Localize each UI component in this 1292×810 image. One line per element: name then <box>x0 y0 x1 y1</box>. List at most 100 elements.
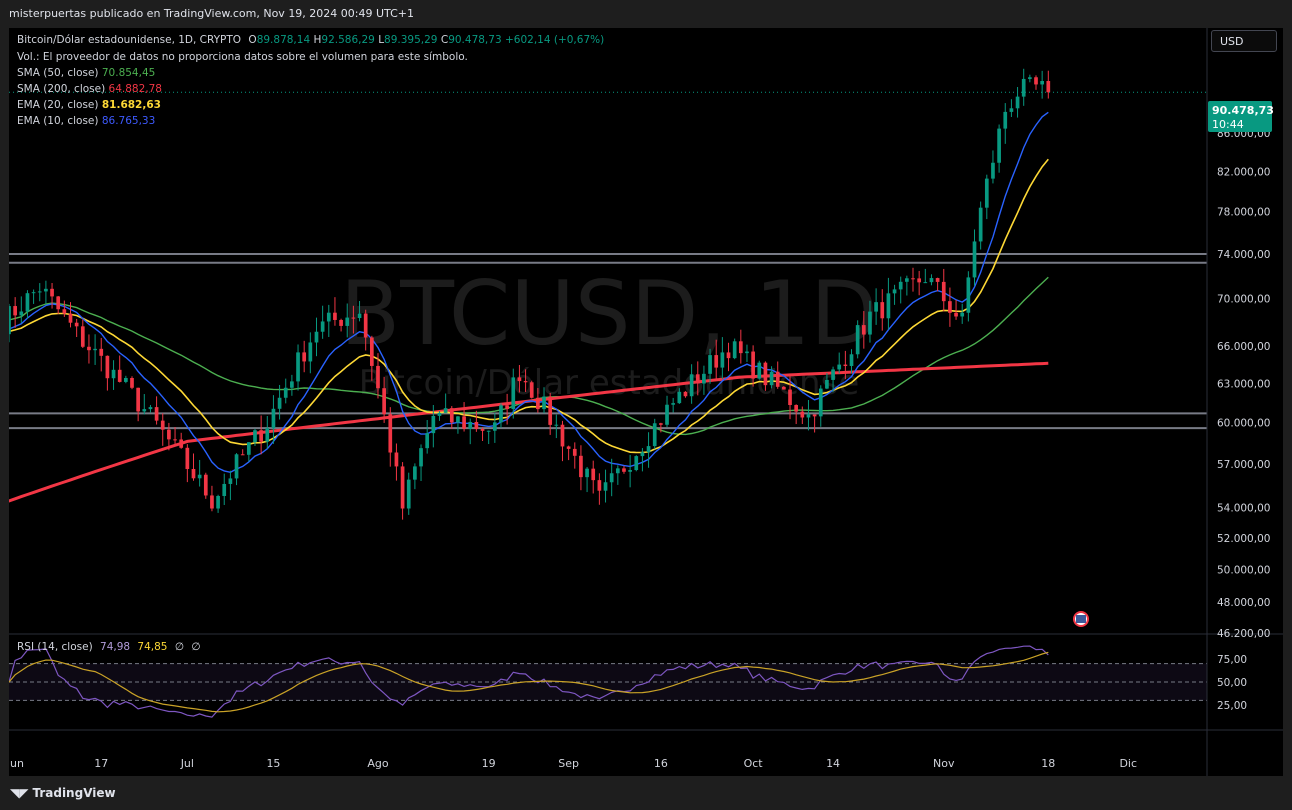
candle-body <box>179 439 184 448</box>
legend-sma50[interactable]: SMA (50, close) 70.854,45 <box>17 67 155 79</box>
candle-body <box>861 325 866 335</box>
currency-button[interactable]: USD <box>1211 30 1277 52</box>
candle-body <box>130 377 134 388</box>
change-value: +602,14 (+0,67%) <box>504 34 605 46</box>
candle-body <box>646 446 651 453</box>
chart-svg[interactable]: BTCUSD, 1D Bitcoin/Dólar estadounidense … <box>9 28 1283 776</box>
candle-body <box>1034 77 1038 85</box>
ema20-label: EMA (20, close) <box>17 99 99 111</box>
y-tick-label: 57.000,00 <box>1217 459 1270 471</box>
candle-body <box>634 456 639 471</box>
candle-body <box>615 468 620 474</box>
candle-body <box>173 439 177 441</box>
legend-ema20[interactable]: EMA (20, close) 81.682,63 <box>17 99 161 111</box>
candle-body <box>210 495 214 509</box>
candle-body <box>382 388 386 415</box>
candle-body <box>622 468 626 472</box>
x-tick-label: Dic <box>1119 757 1137 770</box>
candle-body <box>124 377 128 382</box>
candle-body <box>523 381 528 383</box>
candle-body <box>745 351 749 354</box>
candle-body <box>1028 77 1032 79</box>
candle-body <box>240 454 245 456</box>
candle-body <box>456 416 460 423</box>
candle-body <box>960 312 965 317</box>
candle-body <box>554 424 559 426</box>
legend-rsi[interactable]: RSI (14, close) 74,98 74,85 ∅ ∅ <box>17 641 200 653</box>
sma200-value: 64.882,78 <box>108 83 162 95</box>
candle-body <box>579 455 583 478</box>
ema20-value: 81.682,63 <box>101 99 161 111</box>
publish-info: misterpuertas publicado en TradingView.c… <box>9 7 415 20</box>
candle-body <box>468 421 473 429</box>
candle-body <box>425 433 430 449</box>
last-price-value: 90.478,73 <box>1212 104 1274 117</box>
legend-ema10[interactable]: EMA (10, close) 86.765,33 <box>17 115 155 127</box>
candle-body <box>290 381 294 388</box>
tradingview-logo[interactable]: ◥◤ TradingView <box>10 786 116 800</box>
candle-body <box>917 278 922 283</box>
candle-body <box>480 429 485 431</box>
bar-countdown: 10:44 <box>1212 118 1244 131</box>
candle-body <box>726 352 731 359</box>
candle-body <box>339 319 343 326</box>
candle-body <box>886 293 891 319</box>
y-tick-label: 78.000,00 <box>1217 207 1270 219</box>
ema20-line <box>9 158 1049 454</box>
sma200-label: SMA (200, close) <box>17 83 106 95</box>
candle-body <box>19 311 24 316</box>
candle-body <box>31 292 36 294</box>
candle-body <box>683 391 688 397</box>
x-tick-label: un <box>10 757 24 770</box>
candle-body <box>216 496 220 509</box>
candle-body <box>394 452 399 467</box>
candle-body <box>9 306 11 335</box>
candle-body <box>542 396 546 410</box>
us-flag-icon[interactable] <box>1073 611 1089 627</box>
candle-body <box>431 415 436 434</box>
chart-frame[interactable]: BTCUSD, 1D Bitcoin/Dólar estadounidense … <box>9 28 1283 776</box>
legend-sma200[interactable]: SMA (200, close) 64.882,78 <box>17 83 162 95</box>
candle-body <box>671 403 676 405</box>
rsi-label: RSI (14, close) <box>17 641 93 653</box>
candle-body <box>659 423 663 425</box>
candle-body <box>529 382 534 398</box>
candle-body <box>400 466 405 509</box>
candle-body <box>775 371 780 387</box>
candle-body <box>788 389 792 406</box>
candle-body <box>1040 80 1044 85</box>
candle-body <box>849 354 854 366</box>
candle-body <box>966 277 971 313</box>
candle-body <box>665 404 669 425</box>
candle-body <box>757 362 762 379</box>
candle-body <box>99 348 104 356</box>
legend-ohlc[interactable]: Bitcoin/Dólar estadounidense, 1D, CRYPTO… <box>17 34 604 46</box>
candle-body <box>1003 111 1008 129</box>
candles <box>9 68 1051 520</box>
x-tick-label: 19 <box>482 757 496 770</box>
candle-body <box>517 377 522 382</box>
candle-body <box>708 355 712 374</box>
candle-body <box>44 288 48 292</box>
candle-body <box>357 313 362 319</box>
candle-body <box>843 364 848 366</box>
candle-body <box>1015 96 1020 109</box>
candle-body <box>283 387 288 398</box>
candle-body <box>972 241 977 278</box>
candle-body <box>37 291 42 293</box>
x-tick-label: Oct <box>744 757 764 770</box>
l-value: 89.395,29 <box>384 34 438 46</box>
candle-body <box>222 483 227 497</box>
candle-body <box>738 341 743 354</box>
candle-body <box>609 473 614 483</box>
x-tick-label: 16 <box>654 757 668 770</box>
candle-body <box>597 480 602 491</box>
y-tick-label: 63.000,00 <box>1217 378 1270 390</box>
bottom-bar <box>0 780 1292 810</box>
candle-body <box>271 408 276 429</box>
candle-body <box>560 424 565 447</box>
last-price-label: 90.478,73 10:44 <box>1208 101 1274 132</box>
candle-body <box>333 312 337 320</box>
rsi-tick-label: 25,00 <box>1217 700 1247 712</box>
candle-body <box>203 474 208 496</box>
